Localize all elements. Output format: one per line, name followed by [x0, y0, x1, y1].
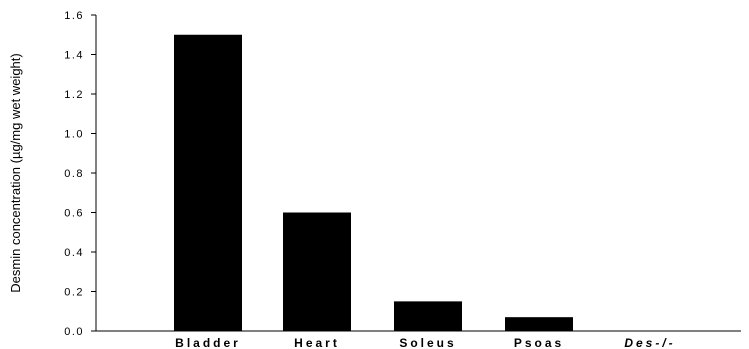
y-tick-label: 0.8: [64, 168, 84, 180]
x-tick-label: Heart: [294, 336, 340, 349]
bars: [174, 34, 573, 331]
bar-soleus: [394, 301, 462, 331]
x-tick-label: Psoas: [514, 336, 564, 349]
x-tick-label: Des-/-: [624, 336, 675, 349]
x-tick-label: Bladder: [175, 336, 241, 349]
y-tick-label: 1.4: [64, 50, 84, 62]
bar-bladder: [174, 34, 242, 331]
y-tick-label: 1.2: [64, 89, 84, 101]
y-ticks: 0.0 0.2 0.4 0.6 0.8 1.0 1.2 1.4 1.6: [64, 10, 96, 338]
x-tick-labels: Bladder Heart Soleus Psoas Des-/-: [175, 336, 675, 349]
x-tick-label: Soleus: [399, 336, 456, 349]
y-tick-label: 1.6: [64, 10, 84, 22]
y-tick-label: 0.2: [64, 287, 84, 299]
bar-heart: [283, 212, 351, 331]
y-axis-label: Desmin concentration (µg/mg wet weight): [8, 53, 23, 292]
bar-psoas: [505, 317, 573, 331]
y-tick-label: 1.0: [64, 129, 84, 141]
y-tick-label: 0.0: [64, 326, 84, 338]
y-tick-label: 0.6: [64, 208, 84, 220]
y-tick-label: 0.4: [64, 247, 84, 259]
